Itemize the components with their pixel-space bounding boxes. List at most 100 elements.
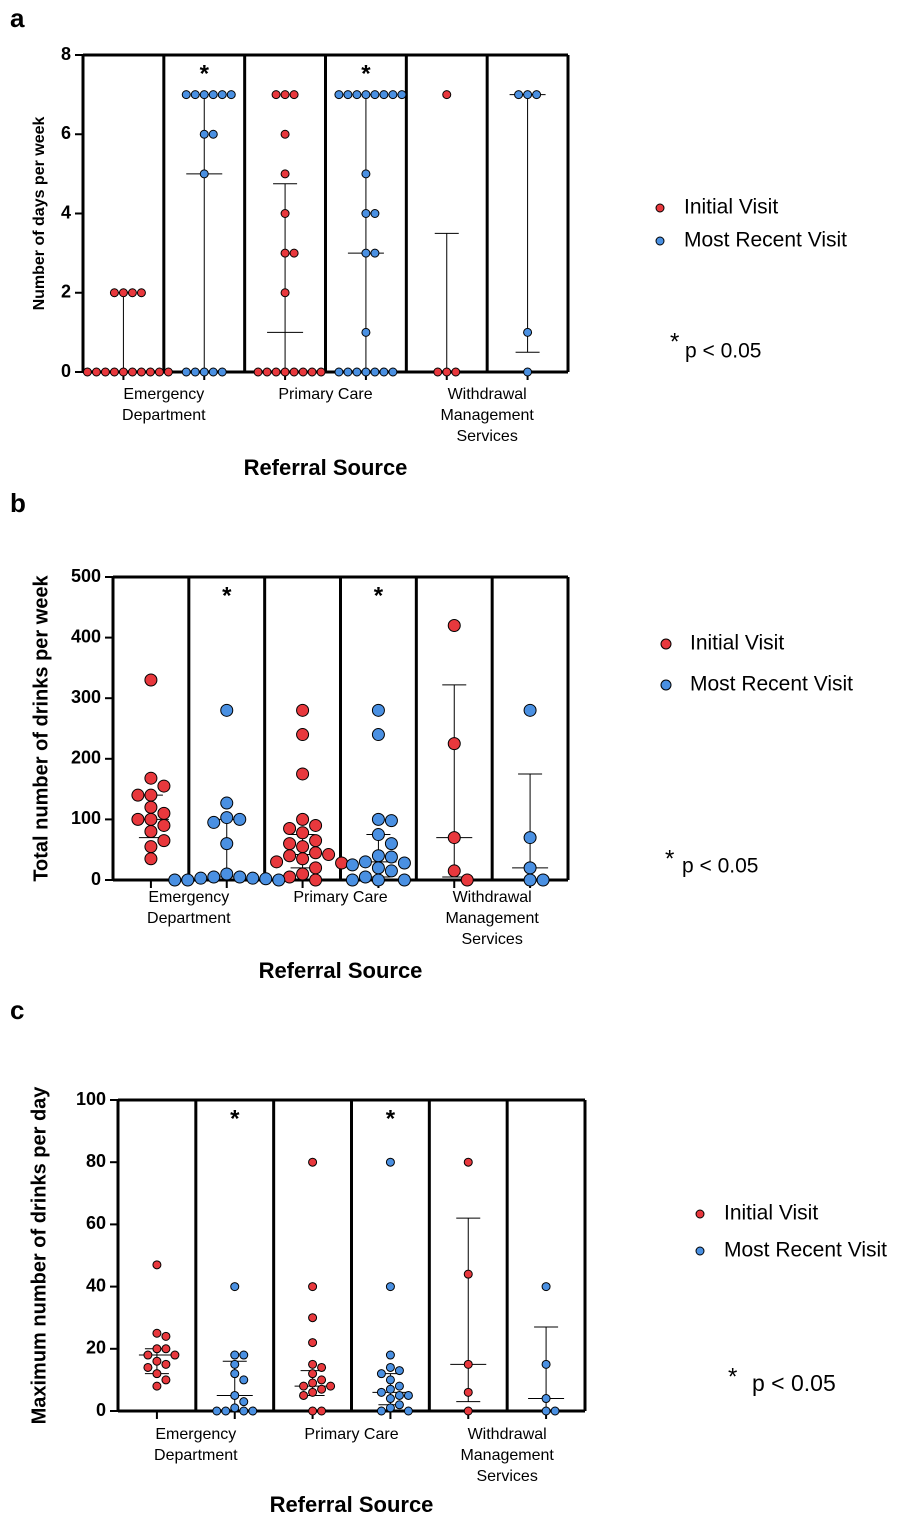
legend-marker [660, 679, 672, 691]
significance-label: * [222, 582, 232, 609]
data-point [262, 367, 272, 377]
data-point [270, 855, 284, 869]
data-point [296, 728, 310, 742]
data-point [296, 867, 310, 881]
data-point [220, 837, 234, 851]
data-point [308, 1378, 318, 1388]
data-point [371, 861, 385, 875]
data-point [289, 90, 299, 100]
data-point [144, 825, 158, 839]
data-point [317, 1406, 327, 1416]
legend-marker [695, 1209, 705, 1219]
category-label-box: Withdrawal Management Services [460, 1426, 554, 1485]
data-point [317, 1375, 327, 1385]
data-point [131, 812, 145, 826]
data-point [144, 840, 158, 854]
legend-marker [660, 638, 672, 650]
data-point [109, 367, 119, 377]
data-point [541, 1359, 551, 1369]
legend-label: Initial Visit [684, 196, 778, 219]
data-point [289, 248, 299, 258]
data-point [317, 1362, 327, 1372]
y-tick-label: 200 [71, 748, 101, 768]
panel-label: b [10, 488, 26, 518]
data-point [371, 728, 385, 742]
data-point [289, 367, 299, 377]
y-tick-label: 300 [71, 687, 101, 707]
data-point [127, 367, 137, 377]
data-point [309, 873, 323, 887]
data-point [144, 812, 158, 826]
data-point [152, 1328, 162, 1338]
data-point [253, 367, 263, 377]
data-point [299, 1381, 309, 1391]
data-point [370, 367, 380, 377]
x-axis-label: Referral Source [244, 455, 408, 480]
note-symbol: * [665, 845, 674, 872]
data-point [463, 1406, 473, 1416]
data-point [345, 873, 359, 887]
data-point [217, 367, 227, 377]
data-point [154, 367, 164, 377]
data-point [296, 840, 310, 854]
x-tick-label: Emergency Department [122, 386, 206, 424]
data-point [280, 288, 290, 298]
data-point [550, 1406, 560, 1416]
category-label-box: Emergency Department [122, 386, 206, 424]
legend-marker [695, 1246, 705, 1256]
y-axis-label: Total number of drinks per week [30, 574, 52, 881]
data-point [230, 1390, 240, 1400]
x-tick-label: Withdrawal Management Services [440, 386, 534, 445]
data-point [370, 209, 380, 218]
note-text: p < 0.05 [682, 855, 758, 878]
data-point [384, 864, 398, 878]
data-point [296, 852, 310, 866]
data-point [280, 90, 290, 100]
data-point [161, 1331, 171, 1341]
data-point [361, 248, 371, 258]
data-point [152, 1369, 162, 1379]
significance-label: * [386, 1105, 396, 1132]
x-axis-label: Referral Source [259, 958, 423, 983]
data-point [283, 837, 297, 851]
data-point [143, 1362, 153, 1372]
x-tick-label: Withdrawal Management Services [460, 1426, 554, 1485]
data-point [118, 367, 128, 377]
data-point [127, 288, 137, 298]
data-point [271, 90, 281, 100]
data-point [345, 858, 359, 872]
legend-label: Initial Visit [690, 632, 784, 655]
data-point [208, 90, 218, 100]
x-tick-label: Emergency Department [147, 889, 231, 927]
data-point [447, 618, 461, 632]
data-point [91, 367, 101, 377]
data-point [136, 367, 146, 377]
data-point [199, 90, 209, 100]
data-point [190, 90, 200, 100]
data-point [541, 1282, 551, 1292]
data-point [207, 815, 221, 829]
category-label-box: Emergency Department [147, 889, 231, 927]
data-point [194, 871, 208, 885]
y-tick-label: 400 [71, 626, 101, 646]
data-point [384, 837, 398, 851]
data-point [280, 209, 290, 218]
data-point [394, 1366, 404, 1376]
data-point [536, 873, 550, 887]
data-point [463, 1387, 473, 1397]
data-point [230, 1359, 240, 1369]
data-point [307, 367, 317, 377]
data-point [385, 1157, 395, 1167]
data-point [385, 1282, 395, 1292]
data-point [118, 288, 128, 298]
significance-label: * [361, 60, 371, 87]
legend-marker [655, 203, 665, 213]
data-point [309, 818, 323, 832]
data-point [163, 367, 173, 377]
data-point [170, 1350, 180, 1360]
data-point [361, 90, 371, 100]
data-point [144, 800, 158, 814]
data-point [144, 788, 158, 802]
data-point [397, 856, 411, 870]
